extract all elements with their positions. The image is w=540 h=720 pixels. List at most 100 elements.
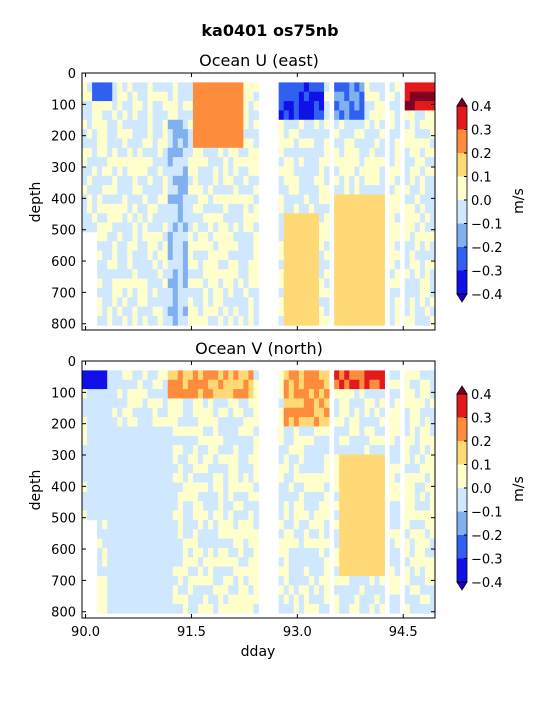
heatmap-cell — [354, 389, 360, 399]
heatmap-cell — [167, 538, 174, 549]
heatmap-cell — [278, 463, 285, 474]
heatmap-cell — [213, 166, 219, 177]
heatmap-cell — [313, 370, 320, 381]
heatmap-cell — [248, 101, 254, 111]
heatmap-cell — [182, 213, 189, 223]
heatmap-cell — [424, 463, 431, 474]
heatmap-cell — [213, 519, 219, 530]
heatmap-cell — [162, 529, 169, 539]
heatmap-cell — [142, 473, 148, 483]
heatmap-cell — [152, 482, 159, 493]
heatmap-cell — [122, 482, 128, 493]
colorbar-band — [457, 200, 467, 224]
heatmap-cell — [324, 398, 330, 409]
heatmap-cell — [228, 575, 234, 586]
heatmap-cell — [152, 557, 159, 567]
heatmap-cell — [379, 510, 385, 521]
heatmap-cell — [334, 547, 340, 558]
heatmap-cell — [218, 138, 224, 149]
heatmap-cell — [213, 129, 219, 139]
heatmap-cell — [117, 203, 123, 214]
heatmap-cell — [359, 501, 365, 511]
heatmap-cell — [172, 129, 179, 139]
heatmap-cell — [122, 547, 128, 558]
heatmap-cell — [293, 435, 300, 446]
heatmap-cell — [97, 213, 103, 223]
heatmap-cell — [172, 297, 179, 308]
heatmap-cell — [288, 473, 295, 483]
heatmap-cell — [369, 491, 375, 502]
heatmap-cell — [293, 91, 300, 102]
heatmap-cell — [293, 231, 300, 242]
heatmap-cell — [192, 575, 199, 586]
heatmap-cell — [223, 454, 229, 465]
heatmap-cell — [97, 129, 103, 139]
heatmap-cell — [142, 157, 148, 167]
heatmap-cell — [319, 166, 325, 177]
heatmap-cell — [364, 407, 370, 418]
heatmap-cell — [187, 306, 194, 317]
heatmap-cell — [283, 119, 290, 130]
heatmap-cell — [102, 203, 108, 214]
heatmap-cell — [142, 445, 148, 455]
heatmap-cell — [429, 445, 436, 455]
heatmap-cell — [223, 185, 229, 195]
heatmap-cell — [319, 407, 325, 418]
heatmap-cell — [197, 454, 204, 465]
heatmap-cell — [313, 110, 320, 121]
heatmap-cell — [233, 231, 239, 242]
heatmap-cell — [223, 306, 229, 317]
heatmap-cell — [303, 297, 310, 308]
heatmap-cell — [293, 454, 300, 465]
heatmap-cell — [339, 259, 345, 270]
heatmap-cell — [293, 222, 300, 233]
heatmap-cell — [339, 463, 345, 474]
heatmap-cell — [354, 445, 360, 455]
heatmap-cell — [218, 501, 224, 511]
heatmap-cell — [177, 557, 184, 567]
heatmap-cell — [213, 231, 219, 242]
heatmap-cell — [152, 287, 159, 298]
heatmap-cell — [137, 82, 143, 93]
heatmap-cell — [122, 138, 128, 149]
heatmap-cell — [228, 101, 234, 111]
heatmap-cell — [107, 157, 113, 167]
heatmap-cell — [344, 417, 350, 427]
heatmap-cell — [87, 138, 93, 149]
heatmap-cell — [354, 510, 360, 521]
heatmap-cell — [127, 306, 133, 317]
heatmap-cell — [112, 445, 118, 455]
heatmap-cell — [334, 585, 340, 596]
heatmap-cell — [253, 129, 259, 139]
heatmap-cell — [92, 166, 98, 177]
heatmap-cell — [243, 426, 249, 437]
heatmap-cell — [187, 379, 194, 390]
heatmap-cell — [157, 110, 164, 121]
heatmap-cell — [147, 473, 153, 483]
heatmap-cell — [203, 213, 209, 223]
heatmap-cell — [409, 157, 416, 167]
heatmap-cell — [137, 315, 143, 326]
heatmap-cell — [197, 473, 204, 483]
heatmap-cell — [404, 529, 411, 539]
heatmap-cell — [349, 445, 355, 455]
heatmap-cell — [152, 306, 159, 317]
heatmap-cell — [394, 194, 401, 205]
heatmap-cell — [132, 203, 138, 214]
heatmap-cell — [248, 389, 254, 399]
heatmap-cell — [192, 175, 199, 186]
colorbar-tick-label: −0.2 — [471, 241, 503, 256]
heatmap-cell — [404, 557, 411, 567]
heatmap-cell — [424, 389, 431, 399]
heatmap-cell — [187, 463, 194, 474]
heatmap-cell — [203, 585, 209, 596]
heatmap-cell — [298, 407, 305, 418]
heatmap-cell — [127, 538, 133, 549]
heatmap-cell — [379, 529, 385, 539]
heatmap-cell — [293, 557, 300, 567]
heatmap-cell — [172, 278, 179, 289]
heatmap-cell — [308, 278, 315, 289]
heatmap-cell — [248, 287, 254, 298]
heatmap-cell — [429, 91, 436, 102]
